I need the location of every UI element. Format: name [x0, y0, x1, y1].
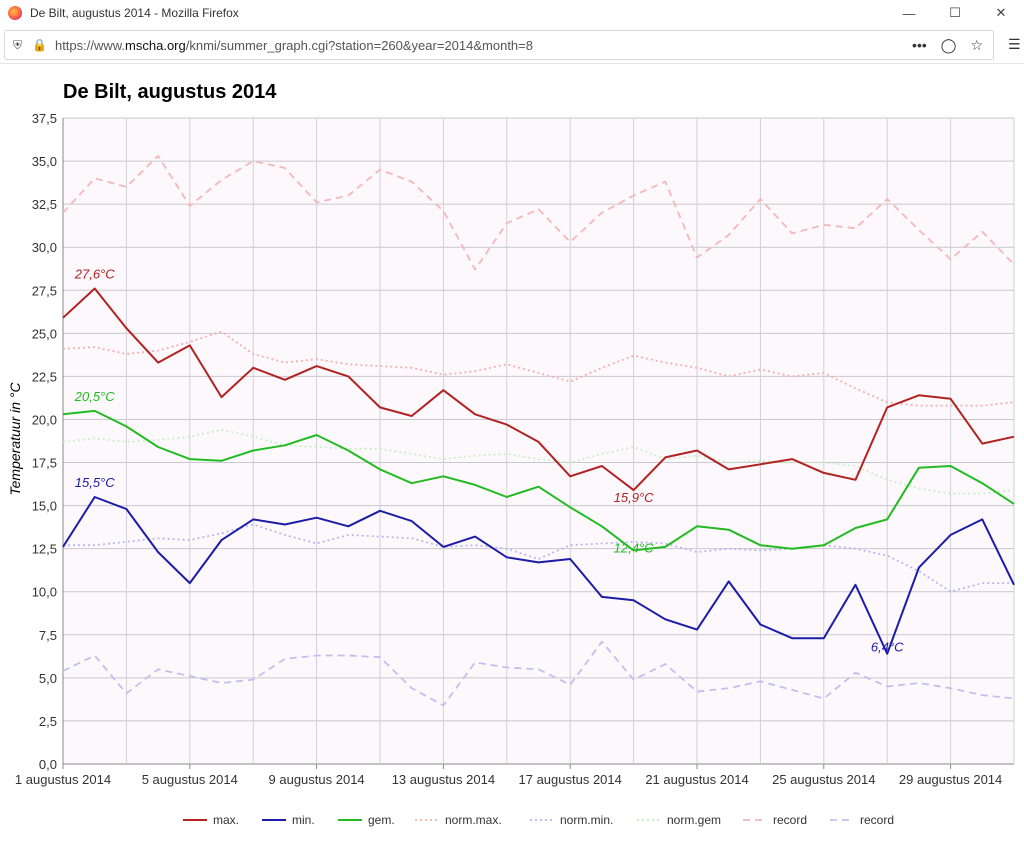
- y-tick-label: 37,5: [32, 111, 57, 126]
- x-tick-label: 9 augustus 2014: [269, 772, 365, 787]
- x-axis-ticks: 1 augustus 2014 5 augustus 2014 9 augustus…: [15, 764, 1002, 787]
- y-tick-label: 30,0: [32, 240, 57, 255]
- data-annotation: 15,9°C: [614, 490, 655, 505]
- hamburger-menu-icon[interactable]: ☰: [1008, 36, 1021, 52]
- series-line-min-1: [62, 496, 1015, 655]
- temperature-chart: 0,0 2,5 5,0 7,5 10,0 12,5 15,0 17,5 20,0 22,5 25,0…: [7, 81, 1015, 827]
- y-tick-label: 32,5: [32, 197, 57, 212]
- legend-label: norm.gem: [667, 813, 721, 827]
- y-tick-label: 17,5: [32, 456, 57, 471]
- y-tick-label: 25,0: [32, 326, 57, 341]
- y-tick-label: 27,5: [32, 283, 57, 298]
- y-tick-label: 12,5: [32, 542, 57, 557]
- series-line-normmin-4: [63, 523, 1014, 593]
- legend: max. min. gem. norm.max. norm.min. norm.gem re…: [183, 813, 894, 827]
- y-tick-label: 20,0: [32, 412, 57, 427]
- pocket-icon[interactable]: ◯: [940, 37, 957, 53]
- url-domain: mscha.org: [125, 37, 186, 53]
- tracking-shield-icon[interactable]: ⛨: [13, 37, 23, 52]
- x-tick-label: 21 augustus 2014: [645, 772, 748, 787]
- url-text[interactable]: https://www.mscha.org/knmi/summer_graph.…: [55, 38, 533, 53]
- x-tick-label: 13 augustus 2014: [392, 772, 495, 787]
- y-tick-label: 0,0: [39, 757, 57, 772]
- browser-titlebar: De Bilt, augustus 2014 - Mozilla Firefox…: [0, 0, 1024, 26]
- data-annotation: 27,6°C: [74, 267, 116, 282]
- minimize-icon[interactable]: —: [902, 5, 916, 21]
- legend-label: min.: [292, 813, 315, 827]
- legend-label: record: [860, 813, 894, 827]
- legend-label: record: [773, 813, 807, 827]
- series-line-normgem-5: [62, 428, 1015, 495]
- lock-icon[interactable]: 🔒: [32, 38, 47, 52]
- url-path: /knmi/summer_graph.cgi?station=260&year=…: [185, 37, 533, 53]
- url-actions: ••• ◯ ☆: [912, 37, 983, 54]
- y-tick-label: 15,0: [32, 499, 57, 514]
- page-content: 0,0 2,5 5,0 7,5 10,0 12,5 15,0 17,5 20,0 22,5 25,0…: [0, 65, 1024, 842]
- window-title: De Bilt, augustus 2014 - Mozilla Firefox: [30, 6, 239, 20]
- x-tick-label: 29 augustus 2014: [899, 772, 1002, 787]
- y-axis-ticks: 0,0 2,5 5,0 7,5 10,0 12,5 15,0 17,5 20,0 22,5 25,0…: [32, 111, 57, 772]
- data-annotation: 12,4°C: [614, 540, 655, 555]
- x-tick-label: 17 augustus 2014: [519, 772, 622, 787]
- data-annotation: 6,4°C: [871, 640, 904, 655]
- url-bar[interactable]: ⛨ 🔒 https://www.mscha.org/knmi/summer_gr…: [4, 30, 994, 60]
- window-controls: — ☐ ✕: [886, 0, 1024, 26]
- bookmark-star-icon[interactable]: ☆: [970, 37, 983, 53]
- y-axis-label: Temperatuur in °C: [7, 381, 23, 495]
- series-line-max-0: [62, 287, 1015, 492]
- page-actions-icon[interactable]: •••: [912, 37, 927, 53]
- legend-label: gem.: [368, 813, 395, 827]
- x-tick-label: 5 augustus 2014: [142, 772, 238, 787]
- y-tick-label: 35,0: [32, 154, 57, 169]
- y-tick-label: 7,5: [39, 628, 57, 643]
- legend-label: norm.max.: [445, 813, 502, 827]
- series-line-record-6: [62, 155, 1015, 271]
- x-tick-label: 1 augustus 2014: [15, 772, 111, 787]
- y-tick-label: 2,5: [39, 714, 57, 729]
- series-line-normmax-3: [62, 330, 1015, 407]
- y-tick-label: 5,0: [39, 671, 57, 686]
- x-tick-label: 25 augustus 2014: [772, 772, 875, 787]
- browser-toolbar: ⛨ 🔒 https://www.mscha.org/knmi/summer_gr…: [0, 28, 1024, 64]
- firefox-icon: [8, 6, 22, 20]
- series-lines: [62, 155, 1015, 707]
- y-tick-label: 22,5: [32, 369, 57, 384]
- maximize-icon[interactable]: ☐: [949, 5, 961, 20]
- url-prefix: https://www.: [54, 37, 126, 53]
- legend-label: max.: [213, 813, 239, 827]
- legend-label: norm.min.: [560, 813, 613, 827]
- data-annotation: 15,5°C: [75, 475, 116, 490]
- data-annotation: 20,5°C: [74, 389, 116, 404]
- series-line-record-7: [62, 640, 1015, 707]
- grid: [62, 117, 1015, 765]
- series-line-gem-2: [62, 409, 1015, 552]
- annotations: 27,6°C 15,9°C 20,5°C 12,4°C 15,5°C 6,4°C: [74, 267, 904, 655]
- close-icon[interactable]: ✕: [995, 5, 1007, 20]
- y-tick-label: 10,0: [32, 585, 57, 600]
- chart-title: De Bilt, augustus 2014: [63, 81, 277, 103]
